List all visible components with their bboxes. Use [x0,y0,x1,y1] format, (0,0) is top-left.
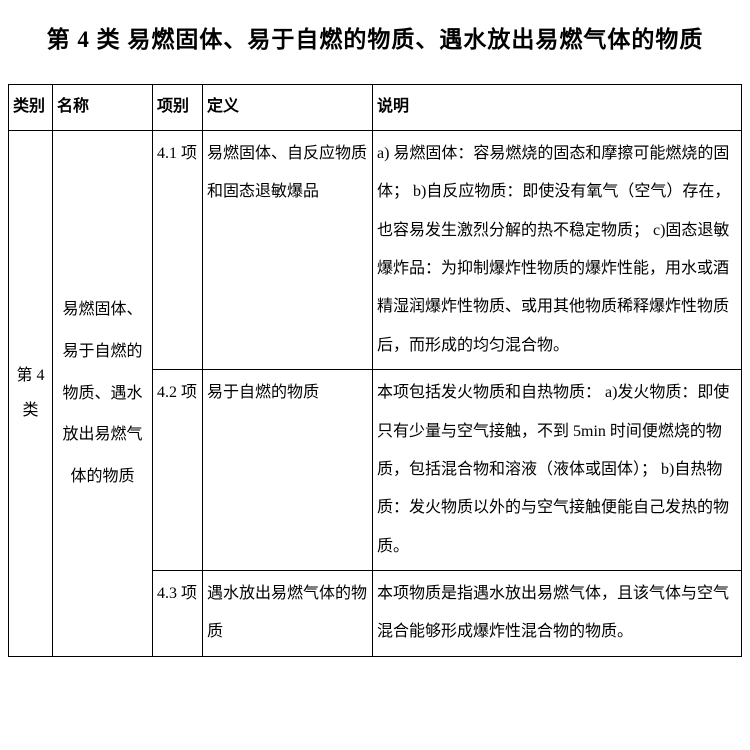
page-title: 第 4 类 易燃固体、易于自燃的物质、遇水放出易燃气体的物质 [8,20,742,54]
cell-name: 易燃固体、易于自燃的物质、遇水放出易燃气体的物质 [53,130,153,656]
header-definition: 定义 [203,85,373,131]
header-item: 项别 [153,85,203,131]
cell-definition: 易于自燃的物质 [203,370,373,571]
header-name: 名称 [53,85,153,131]
page: 第 4 类 易燃固体、易于自燃的物质、遇水放出易燃气体的物质 类别 名称 项别 … [0,0,750,750]
cell-description: 本项物质是指遇水放出易燃气体，且该气体与空气混合能够形成爆炸性混合物的物质。 [373,571,742,657]
header-category: 类别 [9,85,53,131]
cell-description: 本项包括发火物质和自热物质： a)发火物质：即使只有少量与空气接触，不到 5mi… [373,370,742,571]
cell-definition: 易燃固体、自反应物质和固态退敏爆品 [203,130,373,369]
header-description: 说明 [373,85,742,131]
table-header-row: 类别 名称 项别 定义 说明 [9,85,742,131]
cell-description: a) 易燃固体：容易燃烧的固态和摩擦可能燃烧的固体； b)自反应物质：即使没有氧… [373,130,742,369]
cell-item: 4.1 项 [153,130,203,369]
cell-definition: 遇水放出易燃气体的物质 [203,571,373,657]
cell-item: 4.2 项 [153,370,203,571]
cell-category: 第 4 类 [9,130,53,656]
classification-table: 类别 名称 项别 定义 说明 第 4 类 易燃固体、易于自燃的物质、遇水放出易燃… [8,84,742,657]
table-row: 第 4 类 易燃固体、易于自燃的物质、遇水放出易燃气体的物质 4.1 项 易燃固… [9,130,742,369]
cell-item: 4.3 项 [153,571,203,657]
